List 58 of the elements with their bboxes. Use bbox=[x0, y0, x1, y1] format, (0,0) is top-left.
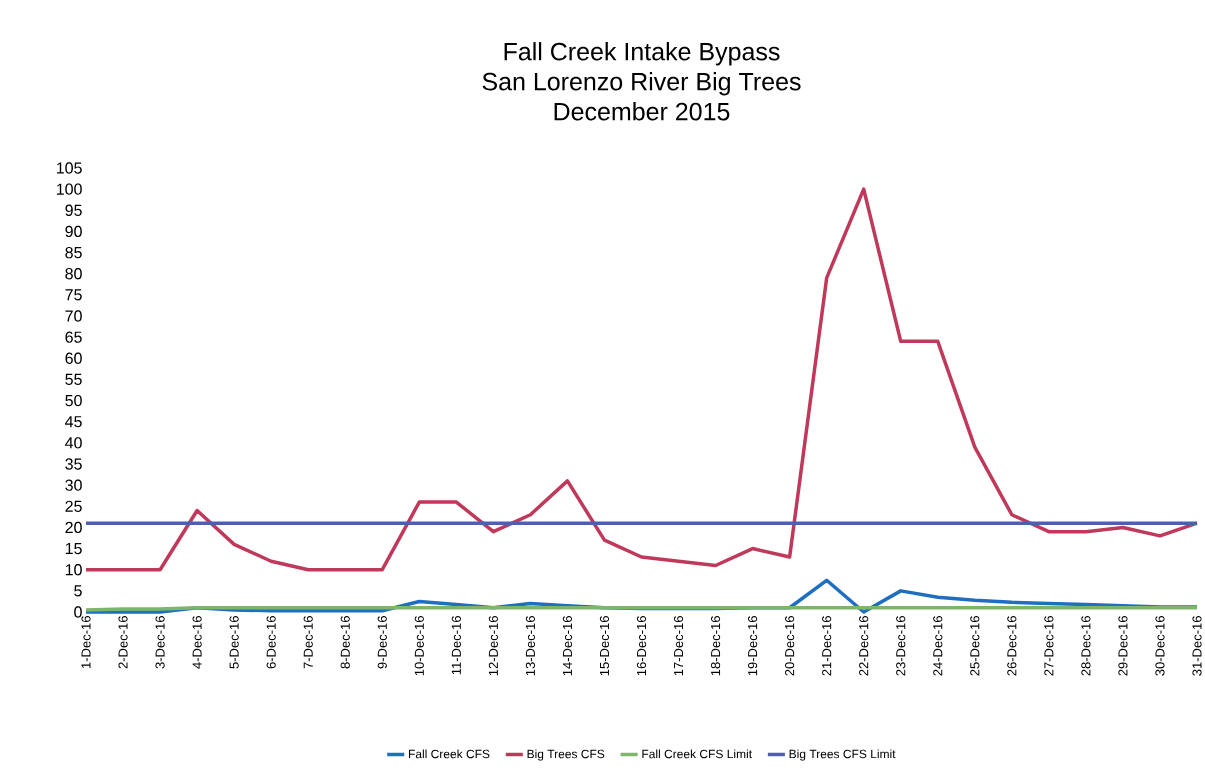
x-tick-label: 12-Dec-16 bbox=[488, 616, 498, 676]
y-tick-label: 25 bbox=[65, 500, 82, 512]
x-tick-label: 15-Dec-16 bbox=[599, 616, 610, 676]
x-tick-label: 13-Dec-16 bbox=[525, 616, 535, 676]
x-tick-label: 5-Dec-16 bbox=[229, 616, 239, 669]
x-tick-label: 22-Dec-16 bbox=[859, 616, 869, 676]
legend-label: Fall Creek CFS bbox=[408, 749, 490, 759]
y-tick-label: 20 bbox=[65, 521, 82, 534]
y-tick-label: 10 bbox=[65, 564, 82, 576]
x-tick-label: 7-Dec-16 bbox=[303, 616, 313, 669]
y-tick-label: 60 bbox=[65, 352, 82, 364]
y-tick-label: 50 bbox=[65, 394, 82, 407]
legend-label: Big Trees CFS Limit bbox=[789, 749, 896, 761]
x-tick-label: 20-Dec-16 bbox=[785, 616, 795, 676]
x-tick-label: 28-Dec-16 bbox=[1081, 616, 1091, 676]
y-tick-label: 80 bbox=[65, 268, 82, 280]
x-tick-label: 8-Dec-16 bbox=[340, 616, 350, 669]
x-tick-label: 1-Dec-16 bbox=[81, 616, 91, 669]
x-tick-label: 18-Dec-16 bbox=[710, 616, 721, 676]
y-tick-label: 75 bbox=[65, 289, 82, 301]
y-tick-label: 100 bbox=[56, 183, 82, 195]
x-tick-label: 25-Dec-16 bbox=[970, 616, 980, 676]
x-tick-label: 31-Dec-16 bbox=[1192, 616, 1202, 676]
x-tick-label: 16-Dec-16 bbox=[636, 616, 647, 676]
y-tick-label: 55 bbox=[65, 373, 82, 386]
x-tick-label: 24-Dec-16 bbox=[933, 616, 943, 676]
y-tick-label: 70 bbox=[65, 310, 82, 322]
y-tick-label: 35 bbox=[65, 458, 82, 470]
y-tick-label: 90 bbox=[65, 225, 82, 238]
y-tick-label: 65 bbox=[65, 331, 82, 343]
x-tick-label: 14-Dec-16 bbox=[562, 616, 573, 676]
chart-title: Fall Creek Intake Bypass San Lorenzo River Big Trees December 2015 bbox=[482, 42, 801, 121]
y-tick-label: 45 bbox=[65, 416, 82, 428]
y-tick-label: 5 bbox=[74, 585, 82, 597]
y-tick-label: 85 bbox=[65, 246, 82, 259]
x-tick-label: 26-Dec-16 bbox=[1007, 616, 1017, 676]
x-tick-label: 29-Dec-16 bbox=[1118, 616, 1128, 676]
legend-label: Fall Creek CFS Limit bbox=[642, 749, 752, 759]
x-tick-label: 11-Dec-16 bbox=[451, 616, 461, 675]
x-tick-label: 6-Dec-16 bbox=[266, 616, 276, 669]
x-tick-label: 30-Dec-16 bbox=[1155, 616, 1165, 676]
x-tick-label: 19-Dec-16 bbox=[748, 616, 758, 676]
legend-label: Big Trees CFS bbox=[527, 749, 605, 761]
x-tick-label: 27-Dec-16 bbox=[1044, 616, 1054, 676]
y-tick-label: 30 bbox=[65, 479, 82, 491]
x-tick-label: 2-Dec-16 bbox=[118, 616, 128, 669]
x-tick-label: 17-Dec-16 bbox=[673, 616, 684, 676]
x-tick-label: 9-Dec-16 bbox=[377, 616, 387, 669]
x-tick-label: 4-Dec-16 bbox=[192, 616, 202, 669]
y-tick-label: 40 bbox=[65, 437, 82, 449]
x-tick-label: 21-Dec-16 bbox=[822, 616, 832, 676]
x-tick-label: 3-Dec-16 bbox=[155, 616, 165, 669]
x-tick-label: 23-Dec-16 bbox=[896, 616, 906, 676]
y-tick-label: 0 bbox=[74, 606, 82, 618]
y-tick-label: 15 bbox=[65, 542, 82, 555]
y-tick-label: 95 bbox=[65, 204, 82, 216]
x-tick-label: 10-Dec-16 bbox=[414, 616, 424, 676]
y-tick-label: 105 bbox=[56, 162, 82, 174]
